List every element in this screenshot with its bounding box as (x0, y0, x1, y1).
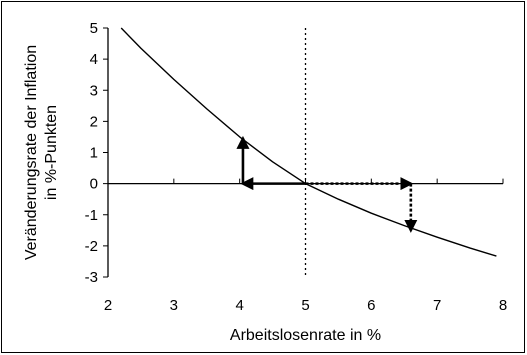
x-tick-label: 3 (170, 297, 178, 314)
series-line-0 (120, 27, 497, 257)
x-tick-label: 2 (104, 297, 112, 314)
x-tick-label: 4 (235, 297, 243, 314)
x-axis-title: Arbeitslosenrate in % (230, 327, 381, 344)
y-tick-label: 3 (90, 82, 98, 99)
x-tick-label: 6 (367, 297, 375, 314)
y-tick-label: 5 (90, 20, 98, 37)
x-tick-label: 5 (301, 297, 309, 314)
x-tick-label: 7 (433, 297, 441, 314)
x-tick-label: 8 (499, 297, 507, 314)
y-tick-label: 4 (90, 51, 98, 68)
y-axis-title-line-1: Veränderungsrate der Inflation (23, 45, 40, 260)
arrows (236, 135, 418, 233)
y-tick-label: -3 (85, 269, 98, 286)
tick-labels: 5 4 3 2 1 0 -1 -2 -3 2 3 4 5 6 7 8 (85, 20, 508, 314)
y-tick-label: 1 (90, 145, 98, 162)
y-axis-title-line-2: in %-Punkten (43, 105, 60, 200)
y-tick-label: 0 (90, 176, 98, 193)
y-tick-label: 2 (90, 113, 98, 130)
y-axis-title: Veränderungsrate der Inflation in %-Punk… (23, 45, 60, 260)
ticks (103, 27, 504, 278)
y-tick-label: -2 (85, 238, 98, 255)
y-tick-label: -1 (85, 207, 98, 224)
series (120, 27, 497, 257)
